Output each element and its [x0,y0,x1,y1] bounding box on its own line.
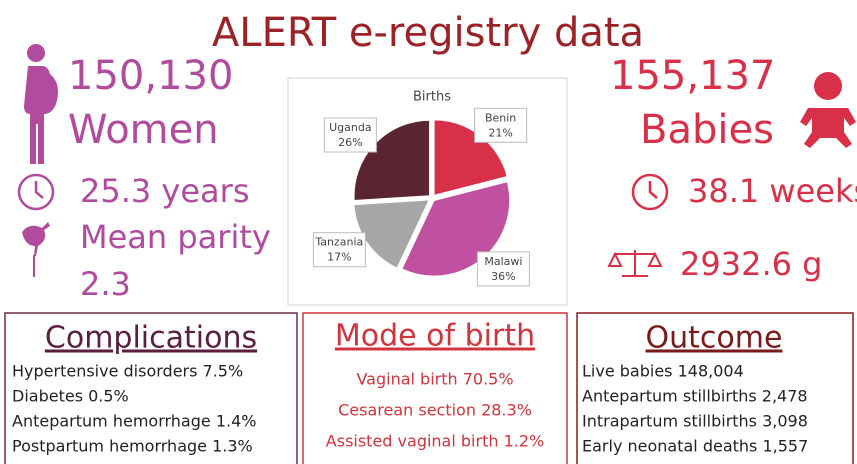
slice-category: Benin [485,111,516,124]
slice-category: Uganda [329,121,371,134]
label-box [474,107,528,143]
list-item: Diabetes 0.5% [12,387,129,406]
slice-category: Malawi [484,255,522,268]
chart-title: Births [413,90,451,105]
clock-icon [17,173,55,211]
gestation: 38.1 weeks [688,172,857,210]
list-item: Antepartum hemorrhage 1.4% [12,412,256,431]
birth-weight: 2932.6 g [680,245,822,283]
list-item: Intrapartum stillbirths 3,098 [582,412,808,431]
mode-box [302,312,568,464]
scale-icon [607,250,663,277]
list-item: Hypertensive disorders 7.5% [12,362,243,381]
list-item: Antepartum stillbirths 2,478 [582,387,808,406]
list-item: Assisted vaginal birth 1.2% [326,432,544,451]
slice-label: 26% [338,136,362,149]
mode-title: Mode of birth [335,319,535,354]
outcome-box [576,312,854,464]
list-item: Live babies 148,004 [582,362,744,381]
list-item: Postpartum hemorrhage 1.3% [12,437,253,456]
woman-icon [24,44,58,164]
babies-count: 155,137 [610,53,775,99]
label-box [323,117,377,153]
slice-category: Tanzania [314,236,363,249]
list-item: Early neonatal deaths 1,557 [582,437,808,456]
stork-icon [22,222,50,277]
parity-label: Mean parity [80,218,271,256]
pie: Benin 21% Malawi 36% Tanzania 17% Uganda 26% [312,107,530,287]
baby-icon [800,72,856,148]
slice-label: 21% [488,126,512,139]
mean-age: 25.3 years [80,172,249,210]
complications-box [4,312,298,464]
label-box [312,232,366,268]
page-title: ALERT e-registry data [212,10,644,56]
slice-label: 17% [327,251,351,264]
complications-title: Complications [45,321,257,356]
women-label: Women [68,107,219,153]
list-item: Cesarean section 28.3% [338,401,532,420]
outcome-title: Outcome [646,321,783,356]
label-box [476,251,530,287]
list-item: Vaginal birth 70.5% [356,370,513,389]
clock-icon [631,173,669,211]
slice-label: 36% [491,270,515,283]
babies-label: Babies [640,107,774,153]
women-count: 150,130 [68,53,233,99]
parity-value: 2.3 [80,265,131,303]
pie-slice [352,198,431,270]
